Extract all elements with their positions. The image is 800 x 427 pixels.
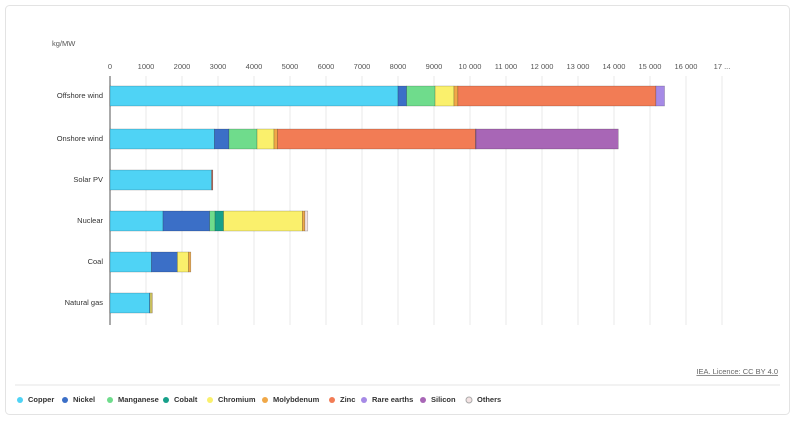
bar-segment bbox=[151, 252, 177, 272]
bar-segment bbox=[224, 211, 303, 231]
bar-segment bbox=[454, 86, 458, 106]
legend-swatch[interactable] bbox=[420, 397, 426, 403]
category-label: Natural gas bbox=[65, 298, 104, 307]
legend-swatch[interactable] bbox=[163, 397, 169, 403]
bar-segment bbox=[110, 129, 214, 149]
x-tick-label: 2000 bbox=[174, 62, 191, 71]
bar-segment bbox=[188, 252, 190, 272]
x-tick-label: 8000 bbox=[390, 62, 407, 71]
bar-segment bbox=[210, 211, 215, 231]
bar-segment bbox=[274, 129, 278, 149]
bar-segment bbox=[110, 252, 151, 272]
legend-label[interactable]: Silicon bbox=[431, 395, 456, 404]
category-label: Onshore wind bbox=[57, 134, 103, 143]
bar-segment bbox=[110, 86, 398, 106]
x-tick-label: 9000 bbox=[426, 62, 443, 71]
bar-segment bbox=[458, 86, 656, 106]
legend-label[interactable]: Chromium bbox=[218, 395, 256, 404]
bar-segment bbox=[214, 129, 229, 149]
legend-label[interactable]: Cobalt bbox=[174, 395, 198, 404]
category-label: Solar PV bbox=[73, 175, 103, 184]
x-tick-label: 7000 bbox=[354, 62, 371, 71]
legend-label[interactable]: Copper bbox=[28, 395, 54, 404]
bar-segment bbox=[305, 211, 308, 231]
legend-label[interactable]: Molybdenum bbox=[273, 395, 320, 404]
bar-segment bbox=[435, 86, 454, 106]
x-tick-label: 3000 bbox=[210, 62, 227, 71]
x-tick-label: 17 ... bbox=[714, 62, 731, 71]
legend-label[interactable]: Nickel bbox=[73, 395, 95, 404]
x-tick-label: 13 000 bbox=[567, 62, 590, 71]
x-tick-label: 4000 bbox=[246, 62, 263, 71]
bar-segment bbox=[163, 211, 210, 231]
source-link[interactable]: IEA. Licence: CC BY 4.0 bbox=[696, 367, 778, 376]
x-tick-label: 0 bbox=[108, 62, 112, 71]
category-label: Nuclear bbox=[77, 216, 103, 225]
legend-label[interactable]: Zinc bbox=[340, 395, 355, 404]
legend-swatch[interactable] bbox=[466, 397, 472, 403]
bar-segment bbox=[110, 211, 163, 231]
bar-segment bbox=[476, 129, 618, 149]
legend-label[interactable]: Rare earths bbox=[372, 395, 413, 404]
x-tick-label: 12 000 bbox=[531, 62, 554, 71]
category-label: Coal bbox=[88, 257, 104, 266]
bar-segment bbox=[257, 129, 274, 149]
bar-segment bbox=[177, 252, 188, 272]
x-tick-label: 6000 bbox=[318, 62, 335, 71]
legend-swatch[interactable] bbox=[107, 397, 113, 403]
x-tick-label: 10 000 bbox=[459, 62, 482, 71]
bar-segment bbox=[150, 293, 152, 313]
legend-label[interactable]: Others bbox=[477, 395, 501, 404]
x-tick-label: 1000 bbox=[138, 62, 155, 71]
x-tick-label: 5000 bbox=[282, 62, 299, 71]
bar-segment bbox=[110, 170, 212, 190]
legend-swatch[interactable] bbox=[62, 397, 68, 403]
bar-segment bbox=[302, 211, 305, 231]
legend-label[interactable]: Manganese bbox=[118, 395, 159, 404]
legend-swatch[interactable] bbox=[361, 397, 367, 403]
x-tick-label: 11 000 bbox=[495, 62, 517, 71]
x-tick-label: 16 000 bbox=[675, 62, 698, 71]
legend-swatch[interactable] bbox=[329, 397, 335, 403]
legend-swatch[interactable] bbox=[207, 397, 213, 403]
x-tick-label: 14 000 bbox=[603, 62, 626, 71]
x-tick-label: 15 000 bbox=[639, 62, 662, 71]
bar-segment bbox=[656, 86, 665, 106]
unit-label: kg/MW bbox=[52, 39, 76, 48]
legend-swatch[interactable] bbox=[17, 397, 23, 403]
bar-segment bbox=[278, 129, 476, 149]
bar-segment bbox=[407, 86, 435, 106]
bar-segment bbox=[229, 129, 257, 149]
legend-swatch[interactable] bbox=[262, 397, 268, 403]
bar-segment bbox=[215, 211, 223, 231]
category-label: Offshore wind bbox=[57, 91, 103, 100]
bar-segment bbox=[110, 293, 150, 313]
bar-segment bbox=[398, 86, 407, 106]
